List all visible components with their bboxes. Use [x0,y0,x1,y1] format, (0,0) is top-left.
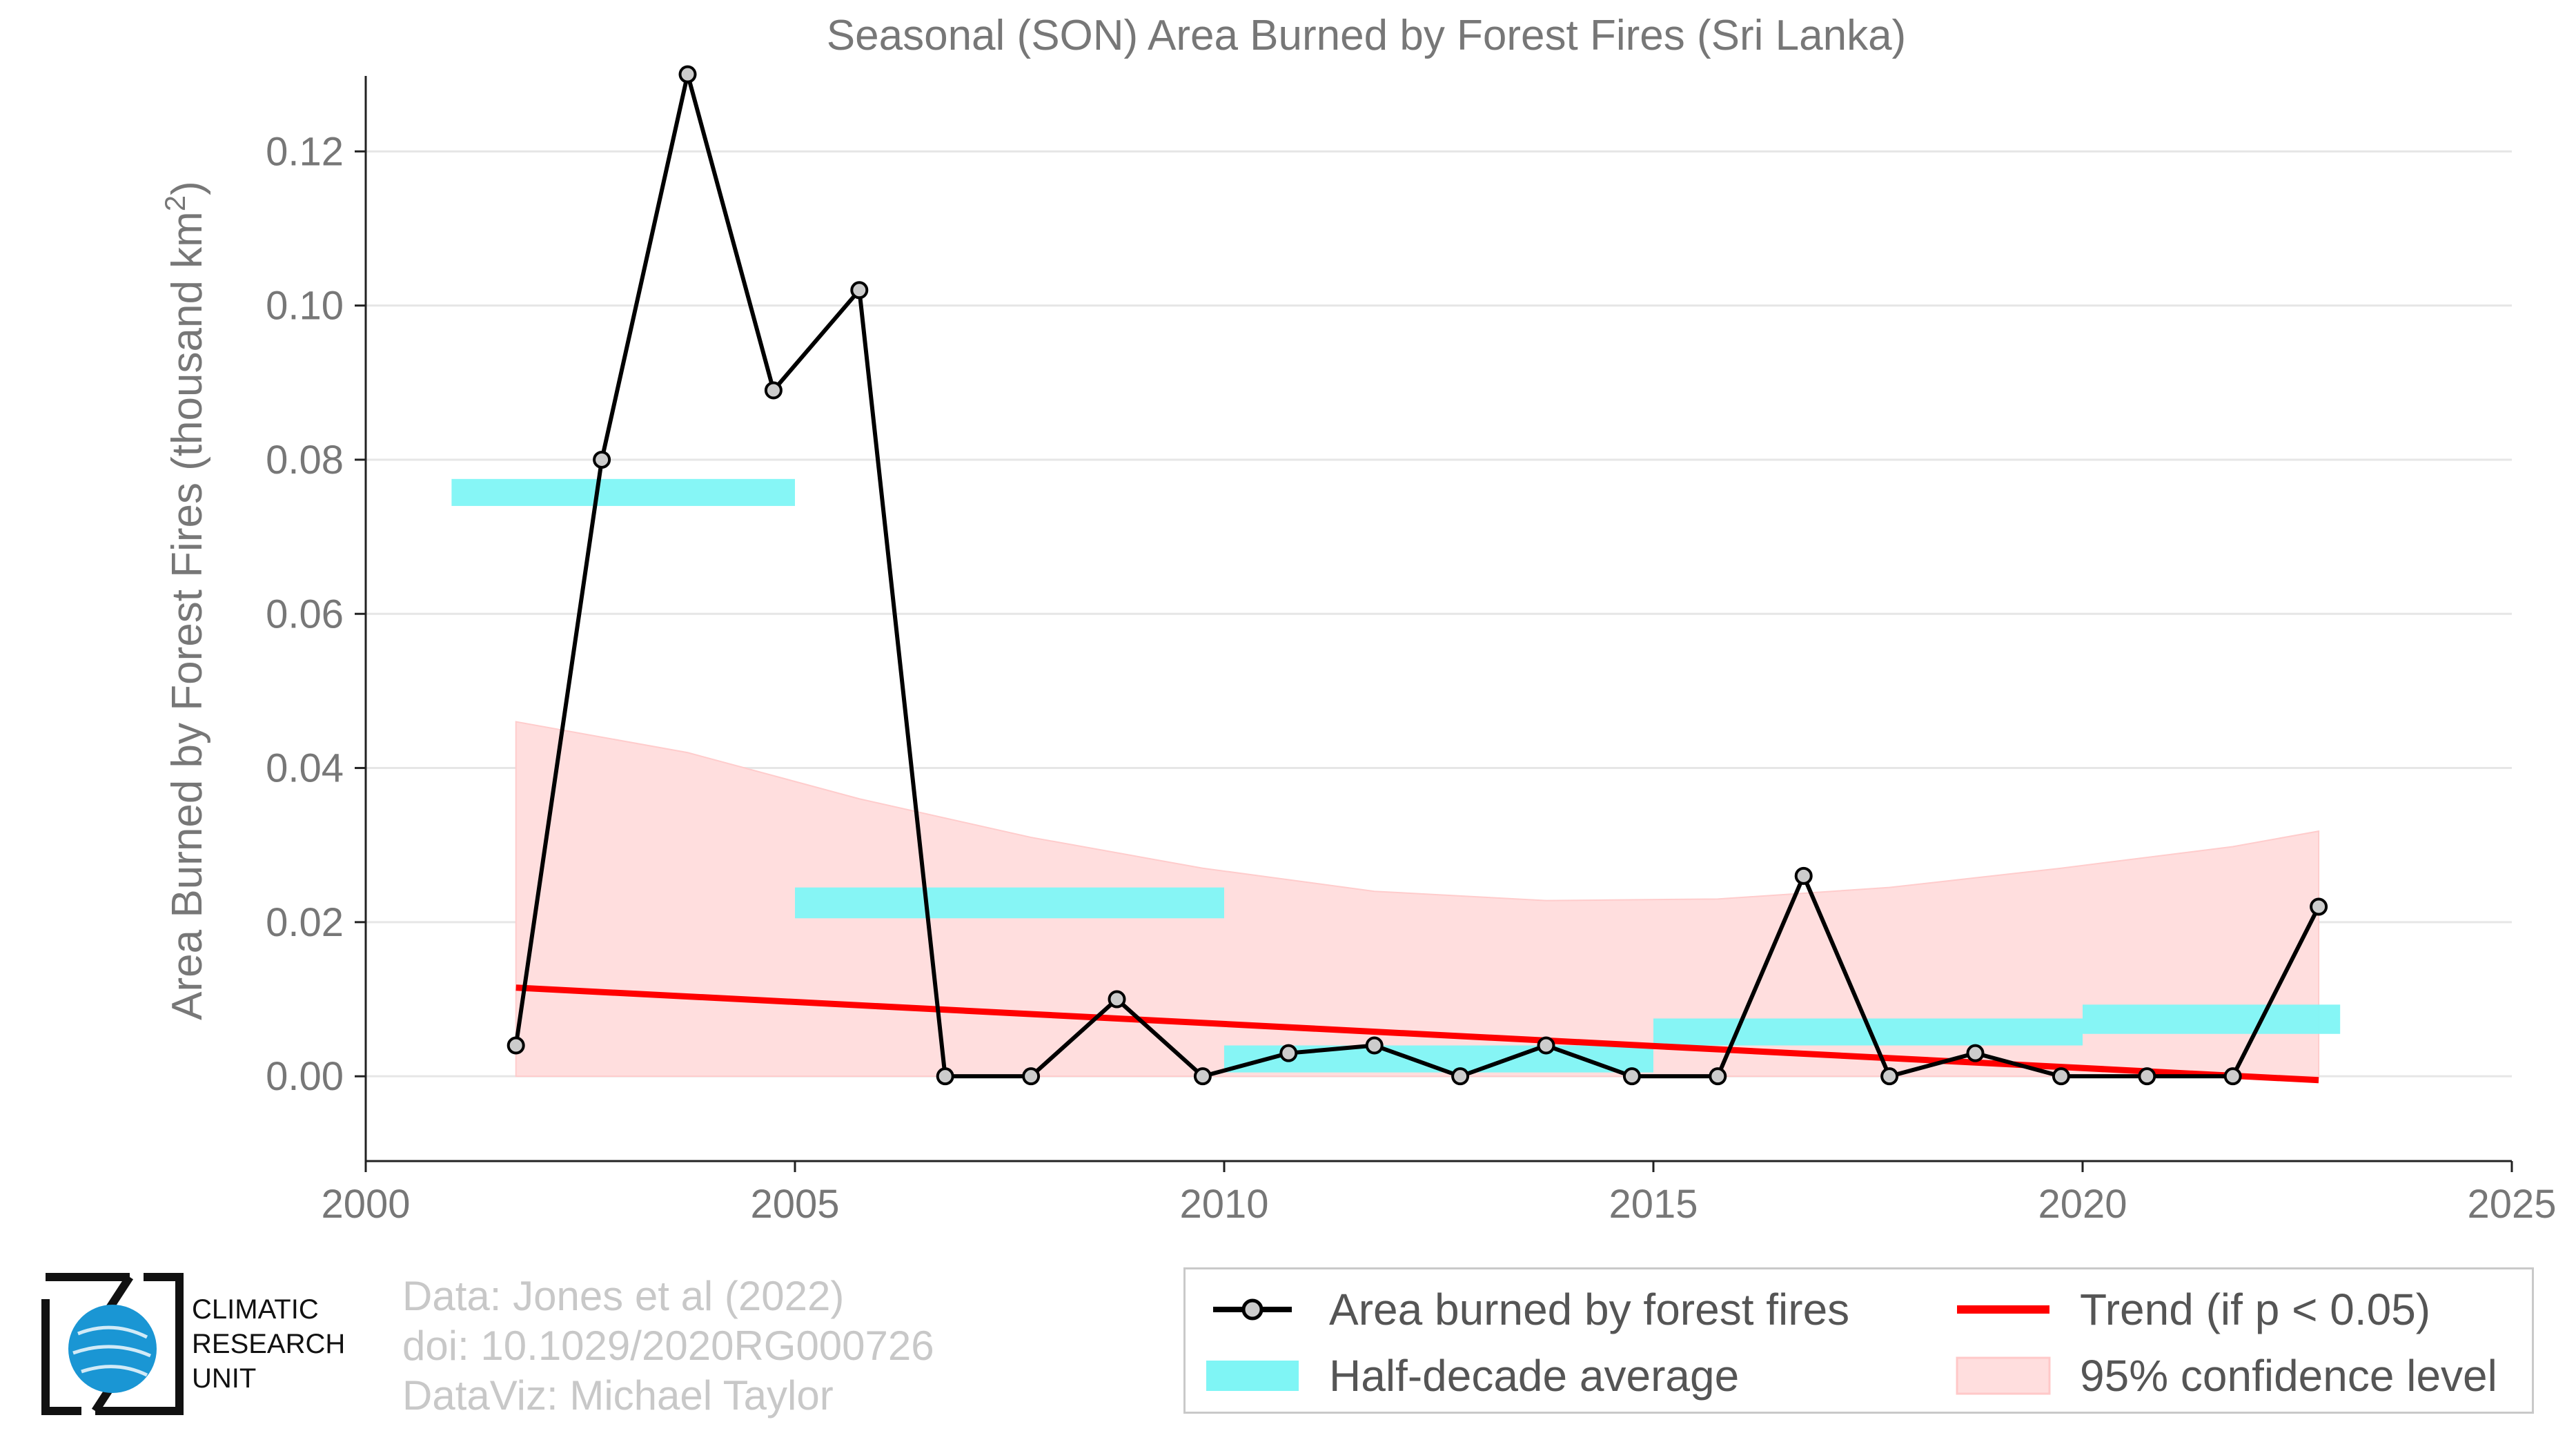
legend-item-half-decade: Half-decade average [1201,1343,1739,1409]
data-point [936,1067,954,1086]
area-burned-line [513,72,2321,1079]
credit-data-source: Data: Jones et al (2022) [402,1273,845,1319]
x-tick-label: 2000 [321,1182,410,1227]
legend-item-confidence: 95% confidence level [1951,1343,2497,1409]
logo-line-2: RESEARCH [192,1329,346,1359]
data-point [1022,1067,1041,1086]
data-point [507,1036,525,1055]
data-point [1365,1036,1384,1055]
cru-logo [40,1272,185,1416]
credit-doi: doi: 10.1029/2020RG000726 [402,1323,934,1369]
x-tick-labels: 2000 2005 2010 2015 2020 2025 [321,1161,2557,1227]
legend-item-area-burned: Area burned by forest fires [1201,1276,1849,1343]
legend-key-trend-line [1951,1276,2055,1343]
half-decade-bar [451,478,795,506]
data-point [1794,866,1813,885]
half-decade-bar [2083,1004,2341,1034]
data-point [1451,1067,1470,1086]
data-point [1709,1067,1727,1086]
half-decade-bar [795,887,1224,919]
data-point [764,381,783,400]
series-layer [507,65,2328,1086]
legend-label-area-burned: Area burned by forest fires [1329,1285,1850,1334]
y-tick-label: 0.04 [266,746,344,791]
x-tick-label: 2005 [750,1182,839,1227]
data-point [2310,897,2328,916]
credit-dataviz: DataViz: Michael Taylor [402,1372,834,1419]
y-tick-label: 0.06 [266,592,344,636]
logo-line-3: UNIT [192,1363,257,1394]
axes [364,76,2512,1162]
legend-label-confidence: 95% confidence level [2080,1351,2497,1401]
legend-label-half-decade: Half-decade average [1329,1351,1740,1401]
data-point [1880,1067,1899,1086]
x-tick-label: 2015 [1609,1182,1698,1227]
legend-key-confidence [1951,1343,2055,1409]
cru-logo-text: CLIMATIC RESEARCH UNIT [192,1292,345,1396]
data-point [2052,1067,2070,1086]
legend-label-trend: Trend (if p < 0.05) [2080,1285,2431,1334]
data-point [1108,990,1126,1009]
data-point [2223,1067,2242,1086]
y-tick-label: 0.08 [266,438,344,483]
data-point [850,281,869,300]
cru-logo-graphic [41,1273,184,1415]
y-tick-label: 0.10 [266,284,344,329]
chart-title: Seasonal (SON) Area Burned by Forest Fir… [827,12,1906,59]
x-tick-label: 2025 [2467,1182,2556,1227]
data-point [1279,1044,1298,1062]
y-tick-label: 0.02 [266,900,344,945]
y-tick-label: 0.00 [266,1054,344,1099]
y-tick-labels: 0.00 0.02 0.04 0.06 0.08 0.10 0.12 [266,129,366,1099]
legend-item-trend: Trend (if p < 0.05) [1951,1276,2430,1343]
data-point [1193,1067,1212,1086]
legend-key-half-decade [1201,1343,1304,1409]
legend: Area burned by forest fires Trend (if p … [1183,1267,2534,1414]
logo-line-1: CLIMATIC [192,1294,319,1325]
x-tick-label: 2010 [1179,1182,1268,1227]
legend-key-line-marker [1201,1276,1304,1343]
data-point [1622,1067,1641,1086]
data-point [678,65,697,84]
data-point [593,450,611,469]
x-tick-label: 2020 [2038,1182,2127,1227]
y-axis-label: Area Burned by Forest Fires (thousand km… [159,181,211,1020]
data-point [2138,1067,2156,1086]
data-point [1537,1036,1555,1055]
credits: Data: Jones et al (2022) doi: 10.1029/20… [402,1272,934,1421]
y-tick-label: 0.12 [266,129,344,174]
data-point [1966,1044,1985,1062]
